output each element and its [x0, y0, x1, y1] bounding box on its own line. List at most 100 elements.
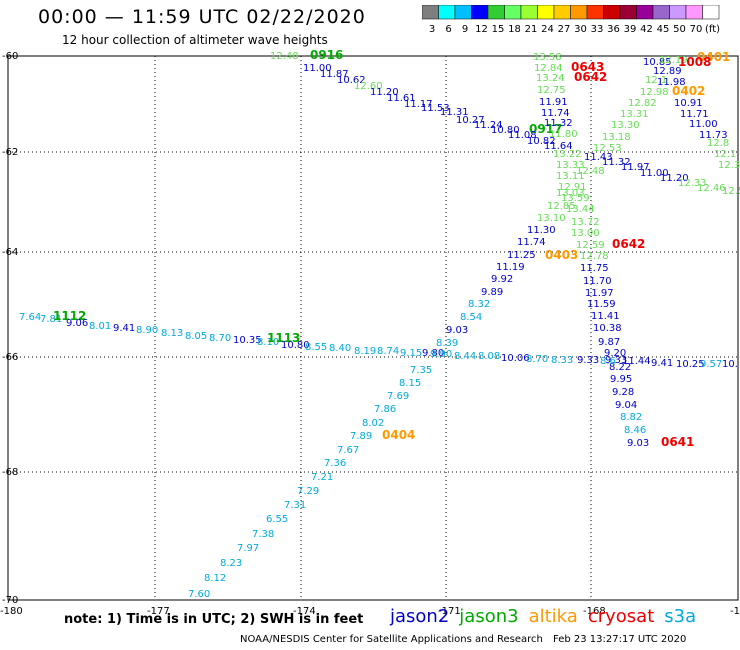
wave-height-label: 11.20 [660, 173, 689, 184]
wave-height-label: 11.19 [496, 262, 525, 273]
wave-height-label: 11.61 [387, 93, 416, 104]
pass-time-label: 0916 [310, 48, 343, 62]
wave-height-label: 12.89 [653, 66, 682, 77]
lat-tick-label: -70 [2, 595, 18, 606]
wave-height-label: 13.58 [533, 52, 562, 63]
wave-height-label: 13.03 [556, 188, 585, 199]
wave-height-label: 8.54 [460, 312, 482, 323]
generated-timestamp: Feb 23 13:27:17 UTC 2020 [553, 634, 687, 645]
wave-height-label: 12.78 [580, 251, 609, 262]
wave-height-label: 12.91 [558, 182, 587, 193]
wave-height-label: 11.53 [421, 103, 450, 114]
wave-height-label: 8.90 [136, 325, 158, 336]
colorbar-label: 27 [558, 24, 571, 35]
wave-height-label: 9.87 [598, 337, 620, 348]
wave-height-label: 9.90 [430, 349, 452, 360]
colorbar-label: (ft) [705, 24, 720, 35]
wave-height-label: 11.70 [583, 276, 612, 287]
wave-height-label: 13.00 [571, 228, 600, 239]
colorbar-label: 50 [673, 24, 686, 35]
wave-height-label: 12.33 [678, 178, 707, 189]
lon-tick-label: -177 [147, 606, 170, 617]
credit-line: NOAA/NESDIS Center for Satellite Applica… [240, 634, 543, 645]
wave-height-label: 12.48 [576, 166, 605, 177]
wave-height-label: 11.17 [404, 99, 433, 110]
colorbar-label: 33 [591, 24, 604, 35]
wave-height-label: 10.06 [501, 353, 530, 364]
wave-height-label: 10. [722, 359, 738, 370]
wave-height-label: 8.13 [161, 328, 183, 339]
colorbar-label: 3 [429, 24, 435, 35]
wave-height-label: 11.98 [657, 77, 686, 88]
wave-height-label: 11.30 [527, 225, 556, 236]
wave-height-label: 13.59 [561, 193, 590, 204]
wave-height-label: 7.67 [337, 445, 359, 456]
pass-time-label: 0641 [661, 435, 694, 449]
lat-tick-label: -66 [2, 352, 18, 363]
pass-time-label: 0642 [612, 237, 645, 251]
wave-height-label: 9.04 [615, 400, 637, 411]
colorbar-label: 36 [607, 24, 620, 35]
wave-height-label: 9.06 [66, 318, 88, 329]
wave-height-label: 11.74 [541, 108, 570, 119]
wave-height-label: 8.74 [377, 346, 399, 357]
wave-height-label: 13.30 [611, 120, 640, 131]
wave-height-label: 8.05 [185, 331, 207, 342]
wave-height-label: 7.60 [188, 589, 210, 600]
wave-height-label: 11.74 [517, 237, 546, 248]
legend-jason2: jason2 [390, 606, 450, 627]
pass-time-label: 1008 [678, 55, 711, 69]
wave-height-label: 11.31 [440, 107, 469, 118]
wave-height-label: 7.31 [284, 500, 306, 511]
wave-height-label: 11.24 [474, 120, 503, 131]
colorbar-label: 42 [640, 24, 653, 35]
wave-height-label: 13.24 [536, 73, 565, 84]
pass-time-label: 0404 [382, 428, 415, 442]
wave-height-label: 12.98 [640, 87, 669, 98]
wave-height-label: 9.03 [446, 325, 468, 336]
wave-height-label: 11.00 [640, 168, 669, 179]
wave-height-label: 8.02 [362, 418, 384, 429]
wave-height-label: 12.75 [537, 85, 566, 96]
wave-height-label: 8.55 [305, 342, 327, 353]
wave-height-label: 12.3 [718, 160, 740, 171]
wave-height-label: 11.91 [539, 97, 568, 108]
lon-tick-label: -171 [438, 606, 461, 617]
wave-height-label: 12.59 [576, 240, 605, 251]
wave-height-label: 10.25 [676, 359, 705, 370]
satellite-legend: jason2 jason3 altika cryosat s3a [390, 606, 706, 627]
wave-height-label: 13.44 [566, 204, 595, 215]
wave-height-label: 7.64 [19, 312, 41, 323]
wave-height-label: 11.00 [689, 119, 718, 130]
wave-height-label: 10.38 [593, 323, 622, 334]
wave-height-label: 8.33 [551, 355, 573, 366]
wave-height-label: 12.84 [534, 63, 563, 74]
wave-height-label: 11.44 [622, 356, 651, 367]
wave-height-label: 13.10 [537, 213, 566, 224]
wave-height-label: 8.70 [209, 333, 231, 344]
wave-height-label: 7.69 [387, 391, 409, 402]
wave-height-label: 7.89 [350, 431, 372, 442]
wave-height-label: 12.19 [659, 55, 688, 66]
colorbar-label: 6 [445, 24, 451, 35]
wave-height-label: 11.87 [320, 69, 349, 80]
wave-height-label: 12.5 [722, 186, 740, 197]
wave-height-label: 13.18 [602, 132, 631, 143]
wave-height-label: 7.86 [374, 404, 396, 415]
wave-height-label: 8.15 [399, 378, 421, 389]
pass-time-label: 0403 [545, 248, 578, 262]
wave-height-label: 9.92 [491, 274, 513, 285]
footnote: note: 1) Time is in UTC; 2) SWH is in fe… [64, 612, 364, 627]
wave-height-label: 11.20 [370, 87, 399, 98]
wave-height-label: 9.03 [627, 438, 649, 449]
wave-height-label: 8.19 [354, 346, 376, 357]
wave-height-label: 11.97 [585, 288, 614, 299]
wave-height-label: 7.29 [297, 486, 319, 497]
wave-height-label: 10.85 [643, 57, 672, 68]
wave-height-label: 7.81 [40, 314, 62, 325]
wave-height-label: 12.1 [645, 75, 667, 86]
wave-height-label: 11.59 [587, 299, 616, 310]
wave-height-label: 11.41 [591, 311, 620, 322]
wave-height-label: 10.91 [674, 98, 703, 109]
